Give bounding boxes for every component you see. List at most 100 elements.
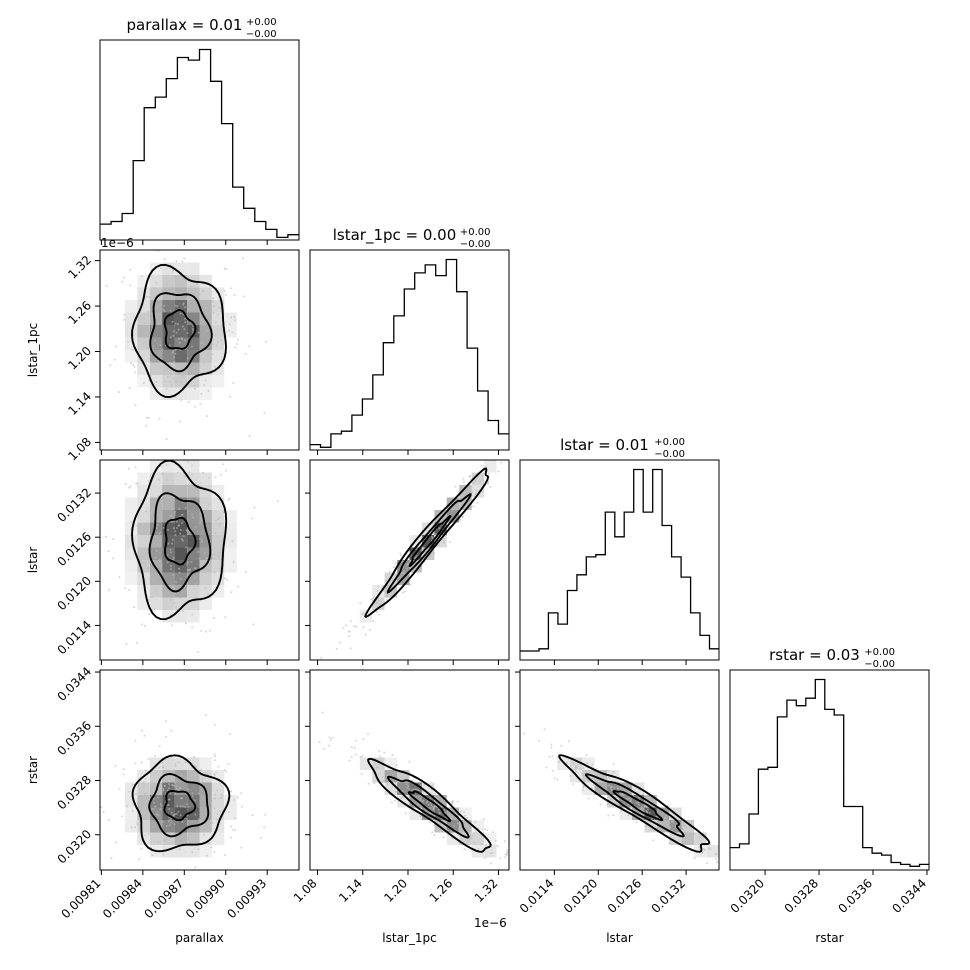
sample-point — [499, 456, 501, 458]
sample-point — [545, 766, 548, 769]
sample-point — [251, 517, 254, 520]
sample-point — [187, 529, 189, 532]
sample-point — [485, 466, 487, 468]
sample-point — [233, 817, 236, 820]
density-cell — [174, 770, 187, 783]
contour-level-2 — [584, 773, 685, 838]
sample-point — [188, 471, 191, 474]
sample-point — [193, 755, 195, 758]
sample-point — [171, 624, 174, 627]
sample-point — [385, 598, 388, 601]
sample-point — [433, 814, 436, 817]
sample-point — [229, 395, 232, 398]
sample-point — [144, 792, 147, 795]
sample-point — [550, 743, 553, 746]
sample-point — [448, 541, 451, 544]
sample-point — [170, 383, 173, 386]
sample-point — [184, 321, 187, 324]
sample-point — [134, 466, 137, 469]
sample-point — [192, 779, 195, 782]
sample-point — [175, 527, 178, 529]
panel-frame-rstar — [729, 669, 930, 871]
sample-point — [684, 836, 687, 839]
sample-point — [425, 810, 428, 812]
sample-point — [200, 342, 202, 345]
sample-point — [158, 226, 160, 228]
sample-point — [118, 391, 120, 394]
sample-point — [472, 482, 475, 485]
density-cell — [199, 597, 212, 610]
sample-point — [400, 797, 403, 800]
density-cell — [137, 585, 150, 598]
sample-point — [199, 599, 202, 602]
sample-point — [595, 785, 597, 788]
sample-point — [551, 755, 554, 757]
sample-point — [166, 503, 169, 506]
sample-point — [95, 823, 97, 825]
density-cell — [211, 547, 225, 560]
sample-point — [162, 853, 165, 856]
sample-point — [218, 810, 221, 813]
sample-point — [206, 329, 209, 332]
sample-point — [112, 537, 115, 540]
density-cell — [162, 362, 175, 375]
sample-point — [226, 578, 229, 581]
sample-point — [379, 602, 382, 605]
density-cell — [124, 535, 138, 548]
sample-point — [192, 367, 195, 370]
x-tick-label-rstar: 0.0344 — [890, 876, 930, 916]
sample-point — [397, 777, 400, 779]
sample-point — [669, 826, 672, 829]
sample-point — [223, 854, 226, 857]
sample-point — [409, 584, 412, 587]
sample-point — [382, 584, 385, 587]
sample-point — [136, 823, 139, 826]
sample-point — [620, 809, 623, 812]
sample-point — [166, 789, 169, 792]
histogram-rstar — [730, 678, 929, 867]
sample-point — [253, 506, 256, 509]
sample-point — [174, 592, 177, 595]
sample-point — [201, 309, 204, 312]
sample-point — [437, 544, 440, 546]
sample-point — [437, 808, 440, 811]
sample-point — [350, 756, 353, 758]
sample-point — [670, 820, 673, 823]
sample-point — [364, 633, 367, 636]
sample-point — [200, 539, 203, 541]
density-cell — [149, 535, 163, 548]
sample-point — [362, 738, 365, 741]
sample-point — [438, 811, 441, 814]
sample-point — [145, 510, 148, 513]
sample-point — [414, 556, 417, 559]
sample-point — [457, 497, 460, 500]
sample-point — [194, 582, 197, 585]
sample-point — [701, 851, 704, 854]
sample-point — [190, 285, 193, 288]
sample-point — [210, 357, 213, 360]
sample-point — [402, 591, 404, 594]
sample-point — [213, 723, 216, 726]
sample-point — [181, 610, 184, 613]
sample-point — [122, 276, 125, 279]
sample-point — [263, 411, 266, 414]
sample-point — [538, 740, 541, 742]
density-cell — [211, 535, 225, 548]
sample-point — [174, 813, 177, 816]
sample-point — [548, 755, 551, 758]
sample-point — [353, 746, 356, 749]
sample-point — [153, 797, 155, 800]
sample-point — [581, 789, 584, 792]
sample-point — [136, 641, 138, 644]
sample-point — [467, 825, 470, 828]
sample-point — [180, 399, 183, 402]
density-cell — [137, 522, 150, 535]
contour-level-1 — [408, 514, 452, 567]
sample-point — [134, 404, 137, 407]
sample-point — [166, 553, 169, 556]
contour-level-3 — [364, 467, 489, 618]
sample-point — [202, 815, 205, 818]
sample-point — [159, 771, 161, 774]
sample-point — [613, 786, 616, 789]
sample-point — [213, 305, 215, 308]
